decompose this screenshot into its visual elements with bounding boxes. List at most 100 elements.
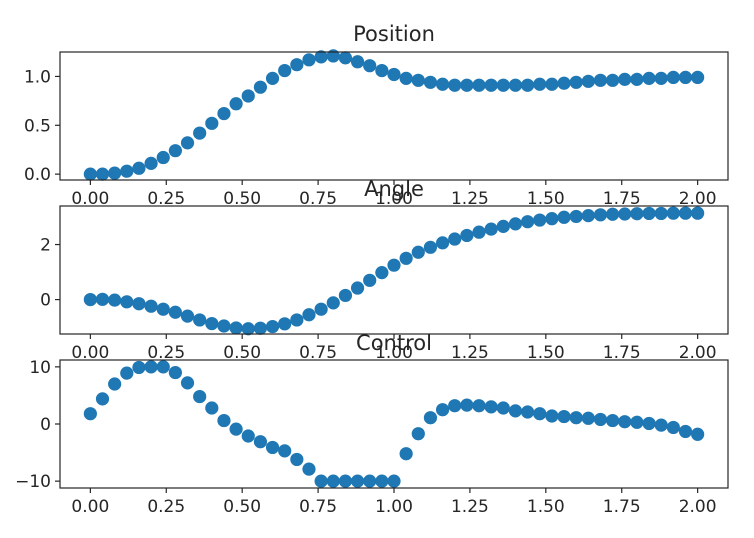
control-x-tick-label: 0.00 [71, 497, 109, 517]
position-point [265, 71, 280, 85]
position-point [241, 89, 255, 103]
position-x-tick-label: 1.25 [451, 189, 489, 209]
angle-point [193, 313, 207, 327]
angle-point [302, 308, 316, 322]
position-point [691, 70, 705, 85]
position-point [557, 76, 571, 90]
control-point [533, 407, 547, 421]
position-point [156, 150, 170, 165]
position-y-axis: 0.0 0.5 1.0 [24, 67, 60, 185]
control-point [618, 415, 632, 429]
angle-point [678, 206, 693, 220]
control-x-tick-label: 1.50 [527, 497, 565, 517]
control-point [241, 429, 255, 443]
control-point [180, 376, 195, 390]
angle-point [423, 240, 438, 254]
position-y-tick-label: 0.5 [24, 116, 51, 136]
angle-point [691, 206, 705, 220]
control-point [314, 474, 328, 488]
angle-point [338, 288, 353, 303]
position-x-tick-label: 0.75 [299, 189, 337, 209]
angle-panel: 0.00 0.25 0.50 0.75 1.00 1.25 1.50 1.75 2.00 02 … [40, 177, 729, 363]
angle-point [278, 317, 292, 331]
control-point [338, 474, 353, 488]
position-point [338, 51, 353, 65]
angle-point [606, 207, 620, 221]
control-point [229, 422, 243, 436]
position-point [593, 73, 608, 87]
position-point [132, 161, 146, 175]
control-point [496, 401, 510, 415]
position-point [618, 72, 632, 86]
position-x-tick-label: 0.50 [223, 189, 261, 209]
position-x-tick-label: 1.75 [603, 189, 641, 209]
position-point [253, 80, 267, 94]
position-point [484, 78, 498, 92]
angle-x-tick-label: 0.25 [147, 343, 185, 363]
position-point [496, 78, 510, 92]
position-y-tick-label: 1.0 [24, 67, 51, 87]
position-point [326, 49, 340, 63]
control-y-tick-label: −10 [15, 472, 51, 492]
control-point [193, 389, 207, 404]
angle-point [314, 302, 328, 316]
angle-point [132, 297, 146, 311]
control-point [691, 427, 705, 441]
angle-x-tick-label: 1.50 [527, 343, 565, 363]
control-point [460, 398, 474, 412]
angle-point [265, 319, 280, 334]
control-point [205, 401, 219, 415]
angle-x-tick-label: 0.75 [299, 343, 337, 363]
angle-point [120, 295, 134, 309]
control-point [278, 444, 292, 458]
angle-point [168, 305, 182, 319]
position-point [95, 167, 110, 181]
position-point [654, 71, 668, 85]
position-point [217, 106, 231, 121]
position-point [460, 78, 474, 92]
angle-series [83, 206, 705, 336]
angle-point [642, 206, 656, 221]
angle-x-tick-label: 0.50 [223, 343, 261, 363]
control-point [168, 365, 182, 380]
angle-x-tick-label: 2.00 [679, 343, 717, 363]
angle-point [399, 251, 413, 265]
control-point [642, 416, 656, 431]
control-point [326, 474, 340, 488]
angle-point [581, 209, 595, 223]
angle-point [630, 207, 644, 221]
position-x-tick-label: 0.25 [147, 189, 185, 209]
angle-point [326, 296, 340, 310]
position-point [375, 63, 389, 78]
angle-point [180, 309, 195, 323]
control-point [350, 474, 365, 488]
angle-point [387, 258, 401, 272]
angle-point [533, 213, 547, 227]
position-series [83, 49, 705, 181]
control-point [132, 360, 146, 375]
angle-point [460, 228, 474, 243]
position-point [144, 156, 158, 170]
angle-title: Angle [364, 177, 424, 201]
angle-point [411, 245, 425, 259]
position-point [229, 97, 243, 111]
position-point [314, 50, 328, 64]
control-point [654, 418, 668, 432]
control-point [435, 403, 450, 417]
position-x-tick-label: 1.50 [527, 189, 565, 209]
angle-point [508, 217, 523, 231]
angle-point [496, 219, 510, 233]
position-y-tick-label: 0.0 [24, 165, 51, 185]
control-point [423, 411, 438, 425]
control-point [375, 474, 389, 488]
control-y-axis: 10 0 −10 [15, 358, 60, 492]
angle-point [350, 281, 365, 295]
control-point [363, 474, 377, 488]
angle-point [375, 266, 389, 280]
position-point [120, 164, 134, 178]
angle-point [435, 236, 450, 250]
control-point [593, 412, 608, 427]
angle-point [472, 225, 486, 239]
position-point [290, 58, 304, 72]
